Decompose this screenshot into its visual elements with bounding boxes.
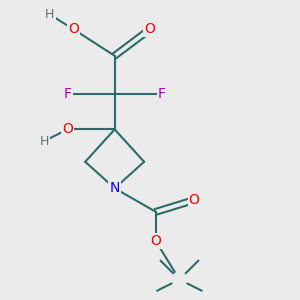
Text: F: F xyxy=(158,87,166,101)
Text: O: O xyxy=(151,234,161,248)
Text: F: F xyxy=(64,87,72,101)
Text: O: O xyxy=(145,22,155,36)
Text: H: H xyxy=(39,135,49,148)
Text: O: O xyxy=(68,22,79,36)
Text: O: O xyxy=(62,122,73,136)
Text: N: N xyxy=(110,181,120,195)
Circle shape xyxy=(172,272,187,287)
Text: H: H xyxy=(45,8,55,21)
Text: O: O xyxy=(189,193,200,207)
